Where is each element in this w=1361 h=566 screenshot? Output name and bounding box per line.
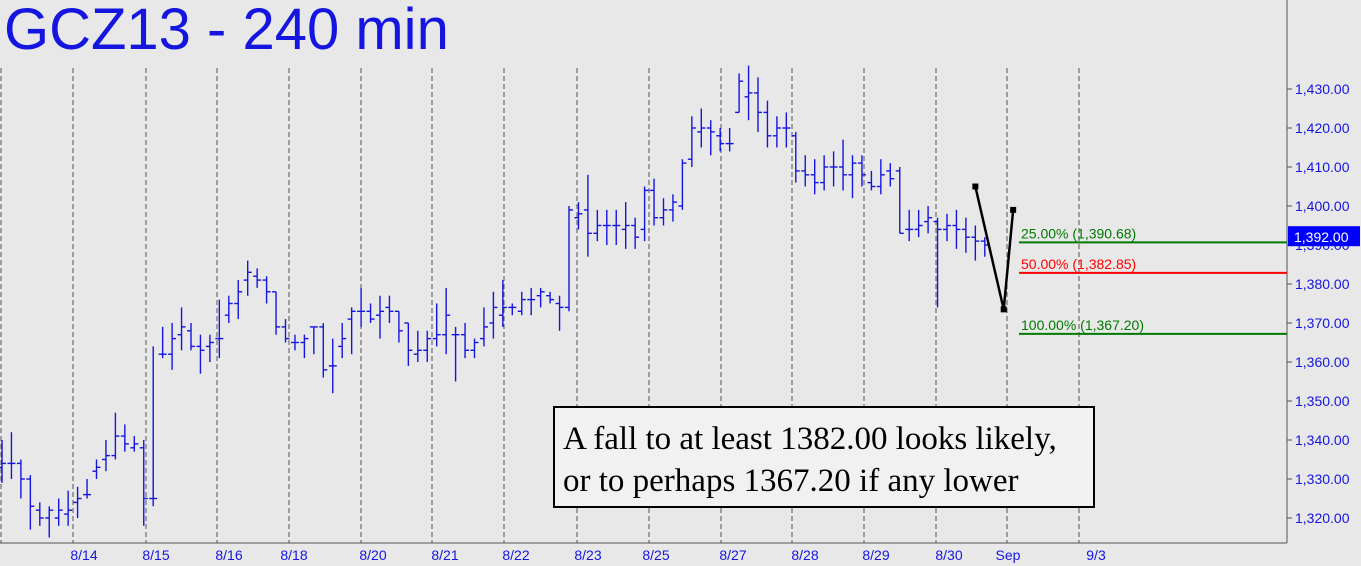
date-tick-label: 8/14 bbox=[70, 547, 97, 563]
last-price-badge bbox=[1288, 226, 1360, 247]
chart-title: GCZ13 - 240 min bbox=[4, 0, 449, 62]
ohlc-bars bbox=[0, 65, 989, 538]
fib-levels: 25.00% (1,390.68) 50.00% (1,382.85) 100.00… bbox=[1019, 225, 1287, 335]
date-tick-label: 8/22 bbox=[502, 547, 529, 563]
price-tick-label: 1,320.00 bbox=[1295, 510, 1350, 526]
price-tick-label: 1,370.00 bbox=[1295, 315, 1350, 331]
price-tick-label: 1,340.00 bbox=[1295, 432, 1350, 448]
price-tick-label: 1,350.00 bbox=[1295, 393, 1350, 409]
annotation-line-2: or to perhaps 1367.20 if any lower bbox=[563, 463, 1019, 499]
price-tick-label: 1,400.00 bbox=[1295, 198, 1350, 214]
date-tick-label: 9/3 bbox=[1086, 547, 1106, 563]
date-tick-label: 8/21 bbox=[431, 547, 458, 563]
target-level-label: 100.00% (1,367.20) bbox=[1021, 317, 1144, 333]
date-tick-label: 8/30 bbox=[935, 547, 962, 563]
date-tick-label: 8/16 bbox=[215, 547, 242, 563]
date-tick-label: 8/29 bbox=[862, 547, 889, 563]
abc-pivot-marker bbox=[1010, 206, 1017, 213]
annotation-line-1: A fall to at least 1382.00 looks likely, bbox=[563, 421, 1057, 457]
date-tick-label: 8/25 bbox=[642, 547, 669, 563]
target-level-label: 25.00% (1,390.68) bbox=[1021, 225, 1136, 241]
date-tick-label: 8/20 bbox=[359, 547, 386, 563]
target-level-label: 50.00% (1,382.85) bbox=[1021, 256, 1136, 272]
date-tick-label: 8/28 bbox=[791, 547, 818, 563]
date-tick-label: 8/18 bbox=[280, 547, 307, 563]
date-tick-label: 8/23 bbox=[574, 547, 601, 563]
date-tick-label: 8/15 bbox=[142, 547, 169, 563]
date-tick-label: Sep bbox=[996, 547, 1021, 563]
annotation-box: A fall to at least 1382.00 looks likely,… bbox=[553, 406, 1095, 508]
last-price-label: 1,392.00 bbox=[1294, 229, 1349, 245]
abc-pivot-marker bbox=[972, 183, 979, 190]
price-tick-label: 1,380.00 bbox=[1295, 276, 1350, 292]
price-tick-label: 1,360.00 bbox=[1295, 354, 1350, 370]
price-tick-label: 1,430.00 bbox=[1295, 81, 1350, 97]
date-tick-label: 8/27 bbox=[719, 547, 746, 563]
abc-pattern bbox=[972, 183, 1017, 313]
price-axis: 1,320.00 1,330.00 1,340.00 1,350.00 1,360.00… bbox=[1287, 81, 1360, 526]
date-axis: 8/14 8/15 8/16 8/18 8/20 8/21 8/22 8/23 8/25 8/27… bbox=[70, 547, 1106, 563]
abc-pivot-marker bbox=[1000, 306, 1007, 313]
price-tick-label: 1,420.00 bbox=[1295, 120, 1350, 136]
price-tick-label: 1,330.00 bbox=[1295, 471, 1350, 487]
price-tick-label: 1,410.00 bbox=[1295, 159, 1350, 175]
